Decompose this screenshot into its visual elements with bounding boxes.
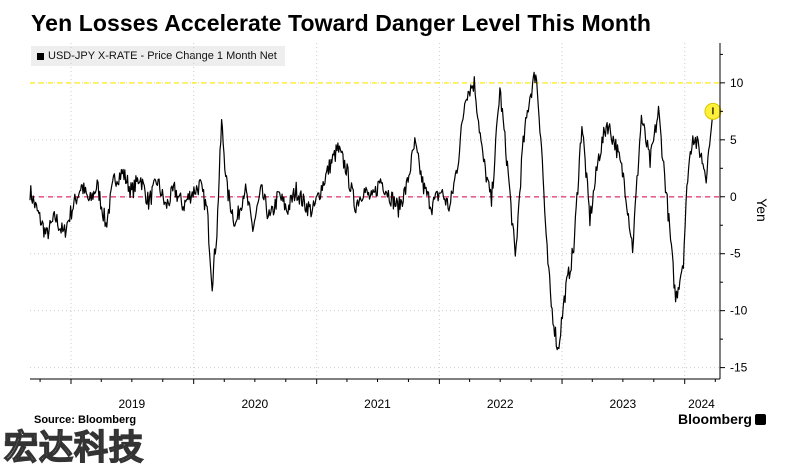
- chart-title: Yen Losses Accelerate Toward Danger Leve…: [31, 10, 651, 36]
- watermark: 宏达科技: [3, 428, 144, 467]
- y-tick-label: 5: [730, 133, 737, 147]
- legend-swatch: [37, 52, 44, 60]
- legend-label: USD-JPY X-RATE - Price Change 1 Month Ne…: [48, 50, 277, 62]
- reference-lines: [30, 82, 720, 198]
- y-tick-label: -5: [730, 247, 741, 261]
- bloomberg-logo: Bloomberg: [678, 411, 766, 427]
- x-tick-label: 2023: [610, 397, 637, 411]
- highlight-marker-layer: [704, 102, 722, 120]
- x-tick-label: 2024: [688, 397, 715, 411]
- source-note: Source: Bloomberg: [34, 414, 137, 426]
- x-tick-label: 2019: [118, 397, 145, 411]
- y-axis-label: Yen: [754, 198, 770, 222]
- y-tick-label: -10: [730, 304, 748, 318]
- series-line: [29, 71, 714, 351]
- series-layer: [29, 71, 714, 351]
- bloomberg-icon: [754, 413, 766, 425]
- x-tick-label: 2021: [364, 397, 391, 411]
- x-tick-label: 2020: [241, 397, 268, 411]
- x-tick-label: 2022: [487, 397, 514, 411]
- y-tick-label: 0: [730, 190, 737, 204]
- grid: [30, 43, 720, 379]
- legend: USD-JPY X-RATE - Price Change 1 Month Ne…: [31, 46, 285, 66]
- brand-label: Bloomberg: [678, 411, 752, 427]
- y-tick-label: 10: [730, 76, 744, 90]
- axes: 10 5 0 -5 -10 -15 2019 2020 2021 2022 2023 2024: [30, 43, 748, 411]
- y-tick-label: -15: [730, 361, 748, 375]
